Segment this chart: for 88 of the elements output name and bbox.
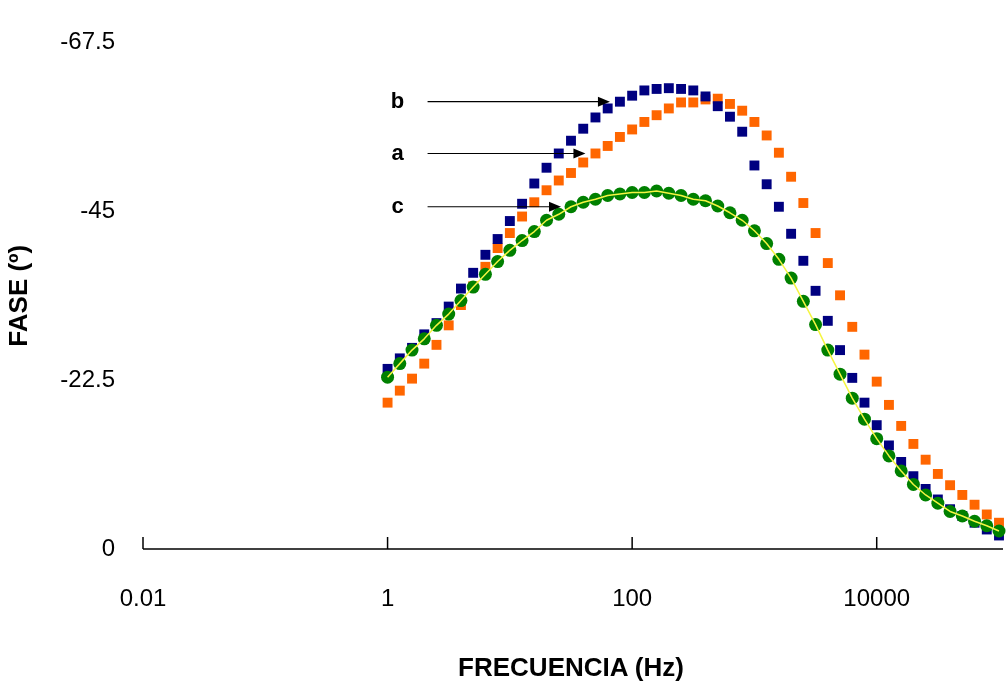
- point: [859, 397, 870, 408]
- point: [578, 123, 589, 134]
- point: [394, 385, 405, 396]
- point: [688, 97, 699, 108]
- point: [871, 376, 882, 387]
- point: [749, 160, 760, 171]
- point: [761, 179, 772, 190]
- point: [614, 132, 625, 142]
- point: [529, 178, 540, 189]
- point: [810, 285, 821, 296]
- point: [786, 171, 797, 182]
- text: b: [390, 87, 405, 113]
- text: a: [391, 139, 405, 165]
- x-tick-label: 0.01: [119, 584, 167, 612]
- point: [480, 249, 491, 260]
- point: [786, 228, 797, 239]
- point: [541, 185, 552, 196]
- point: [847, 372, 858, 383]
- x-axis-title: FRECUENCIA (Hz): [458, 651, 684, 682]
- point: [749, 117, 760, 127]
- point: [835, 290, 845, 301]
- point: [663, 83, 674, 94]
- point: [504, 216, 515, 226]
- point: [798, 198, 809, 208]
- point: [468, 267, 479, 278]
- y-tick-label: -67.5: [60, 27, 115, 55]
- point: [407, 373, 417, 384]
- point: [566, 168, 576, 178]
- point: [945, 480, 956, 491]
- point: [725, 98, 735, 109]
- point: [859, 349, 870, 360]
- point: [517, 211, 528, 222]
- point: [847, 321, 858, 332]
- y-axis-title: FASE (º): [2, 244, 33, 347]
- x-tick-label: 100: [612, 584, 653, 612]
- point: [773, 147, 784, 158]
- point: [627, 124, 638, 135]
- point: [566, 135, 576, 146]
- point: [602, 141, 613, 151]
- point: [504, 228, 515, 238]
- point: [627, 90, 638, 101]
- point: [920, 454, 931, 465]
- point: [614, 96, 625, 107]
- point: [578, 157, 589, 168]
- point: [639, 117, 650, 127]
- point: [553, 175, 564, 186]
- y-tick-label: -45: [80, 195, 115, 223]
- point: [737, 126, 748, 137]
- point: [725, 111, 735, 122]
- point: [651, 83, 662, 94]
- point: [822, 258, 833, 268]
- point: [541, 162, 552, 173]
- point: [761, 130, 772, 141]
- point: [932, 469, 943, 479]
- x-tick-label: 1: [380, 584, 395, 612]
- point: [981, 509, 992, 520]
- y-tick-label: -22.5: [60, 364, 115, 392]
- point: [835, 345, 845, 356]
- point: [822, 315, 833, 326]
- point: [969, 499, 980, 510]
- point: [884, 399, 894, 410]
- point: [676, 97, 687, 108]
- point: [773, 201, 784, 212]
- point: [382, 397, 393, 408]
- point: [712, 101, 723, 112]
- point: [455, 283, 466, 294]
- point: [676, 83, 687, 94]
- point: [737, 105, 748, 116]
- point: [798, 255, 809, 266]
- point: [884, 440, 894, 451]
- point: [896, 420, 907, 431]
- x-tick-label: 10000: [843, 584, 911, 612]
- point: [381, 370, 395, 384]
- point: [419, 358, 430, 369]
- point: [663, 103, 674, 114]
- text: c: [391, 192, 404, 218]
- point: [908, 438, 919, 449]
- point: [431, 339, 442, 350]
- point: [957, 490, 968, 500]
- point: [810, 228, 821, 238]
- point: [492, 234, 503, 244]
- point: [639, 85, 650, 96]
- point: [443, 320, 454, 331]
- point: [871, 420, 882, 431]
- y-tick-label: 0: [101, 533, 115, 561]
- point: [651, 110, 662, 121]
- point: [602, 103, 613, 114]
- point: [688, 85, 699, 96]
